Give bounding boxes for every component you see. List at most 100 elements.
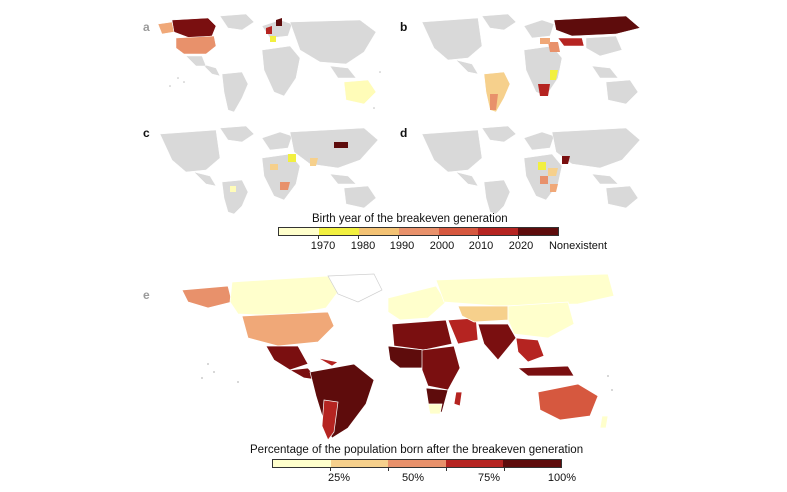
legend-bottom-label-100: 100% xyxy=(547,472,577,484)
map-panel-c xyxy=(150,124,385,215)
se-asia xyxy=(515,337,545,363)
legend-top-label-2000: 2000 xyxy=(429,240,455,252)
legend-bottom-swatch-5 xyxy=(503,460,561,467)
middle-east xyxy=(548,42,560,52)
se-asia xyxy=(591,65,619,79)
indonesia xyxy=(517,365,575,377)
canada xyxy=(229,275,339,317)
south-america xyxy=(483,71,511,113)
world-map-c xyxy=(159,125,379,215)
legend-bottom-title: Percentage of the population born after … xyxy=(250,444,584,456)
map-panel-d xyxy=(412,124,647,215)
legend-bottom-swatch-4 xyxy=(445,460,504,467)
tick xyxy=(446,468,447,471)
legend-top-swatch-4 xyxy=(398,228,439,235)
central-africa xyxy=(421,345,461,391)
legend-top-label-2010: 2010 xyxy=(468,240,494,252)
north-africa xyxy=(391,319,453,351)
legend-bottom-swatch-3 xyxy=(388,460,446,467)
usa xyxy=(175,35,217,55)
tick xyxy=(388,468,389,471)
legend-top-swatch-5 xyxy=(438,228,479,235)
world-map-d xyxy=(421,125,641,215)
new-zealand xyxy=(599,415,609,429)
legend-top-label-1970: 1970 xyxy=(310,240,336,252)
legend-bottom-swatch-2 xyxy=(330,460,389,467)
europe xyxy=(387,285,447,321)
uk xyxy=(266,26,272,34)
central-asia xyxy=(457,305,509,323)
tick xyxy=(398,236,399,239)
west-africa xyxy=(387,345,425,369)
south-america xyxy=(309,363,375,439)
map-panel-b xyxy=(412,12,647,117)
mexico xyxy=(265,345,309,371)
legend-top-swatch-1 xyxy=(279,228,319,235)
kazakhstan xyxy=(557,37,585,47)
panel-label-d: d xyxy=(400,126,408,140)
norway xyxy=(276,18,282,26)
se-asia xyxy=(329,65,357,79)
legend-top-swatch-2 xyxy=(318,228,359,235)
panel-label-a: a xyxy=(143,20,150,34)
madagascar xyxy=(453,391,463,407)
southern-africa xyxy=(538,84,550,96)
tick xyxy=(504,468,505,471)
legend-bottom-bar xyxy=(272,459,562,468)
legend-bottom-label-25: 25% xyxy=(327,472,351,484)
legend-top-swatch-3 xyxy=(358,228,399,235)
world-map-a xyxy=(157,13,381,113)
china xyxy=(585,35,623,57)
map-panel-a xyxy=(150,12,385,117)
alaska xyxy=(181,285,233,309)
central-america xyxy=(455,59,479,75)
legend-top-label-1980: 1980 xyxy=(350,240,376,252)
legend-top-swatch-7 xyxy=(518,228,558,235)
legend-bottom-swatch-1 xyxy=(273,460,331,467)
tick xyxy=(358,236,359,239)
panel-label-e: e xyxy=(143,288,150,302)
caribbean xyxy=(317,357,339,367)
legend-bottom-label-75: 75% xyxy=(477,472,501,484)
panel-label-c: c xyxy=(143,126,150,140)
russia xyxy=(553,15,641,37)
tick xyxy=(330,468,331,471)
legend-top-label-1990: 1990 xyxy=(389,240,415,252)
central-america xyxy=(201,63,221,77)
legend-top-bar xyxy=(278,227,559,236)
legend-top-title: Birth year of the breakeven generation xyxy=(312,213,508,225)
asia xyxy=(289,19,377,65)
greenland xyxy=(327,273,383,303)
russia xyxy=(435,273,615,307)
panel-label-b: b xyxy=(400,20,408,34)
legend-bottom-label-50: 50% xyxy=(401,472,425,484)
europe xyxy=(523,19,555,39)
africa xyxy=(261,45,301,97)
australia xyxy=(537,383,599,421)
east-africa xyxy=(550,70,558,80)
greenland xyxy=(219,13,255,31)
legend-top-label-2020: 2020 xyxy=(508,240,534,252)
south-america xyxy=(221,71,249,113)
mexico xyxy=(185,55,207,67)
india xyxy=(477,323,517,361)
australia xyxy=(343,79,377,105)
world-map-b xyxy=(421,13,641,113)
legend-top-label-nonexistent: Nonexistent xyxy=(548,240,608,252)
north-america xyxy=(421,17,483,61)
argentina xyxy=(490,94,498,110)
turkey-area xyxy=(540,38,550,44)
alaska xyxy=(157,21,175,35)
australia xyxy=(605,79,639,105)
china xyxy=(507,301,575,339)
greenland xyxy=(481,13,517,31)
france xyxy=(270,36,276,42)
world-map-e xyxy=(181,273,615,441)
tick xyxy=(438,236,439,239)
tick xyxy=(478,236,479,239)
south-africa xyxy=(427,403,443,415)
legend-top-swatch-6 xyxy=(478,228,519,235)
tick xyxy=(518,236,519,239)
tick xyxy=(318,236,319,239)
map-panel-e xyxy=(178,272,618,442)
